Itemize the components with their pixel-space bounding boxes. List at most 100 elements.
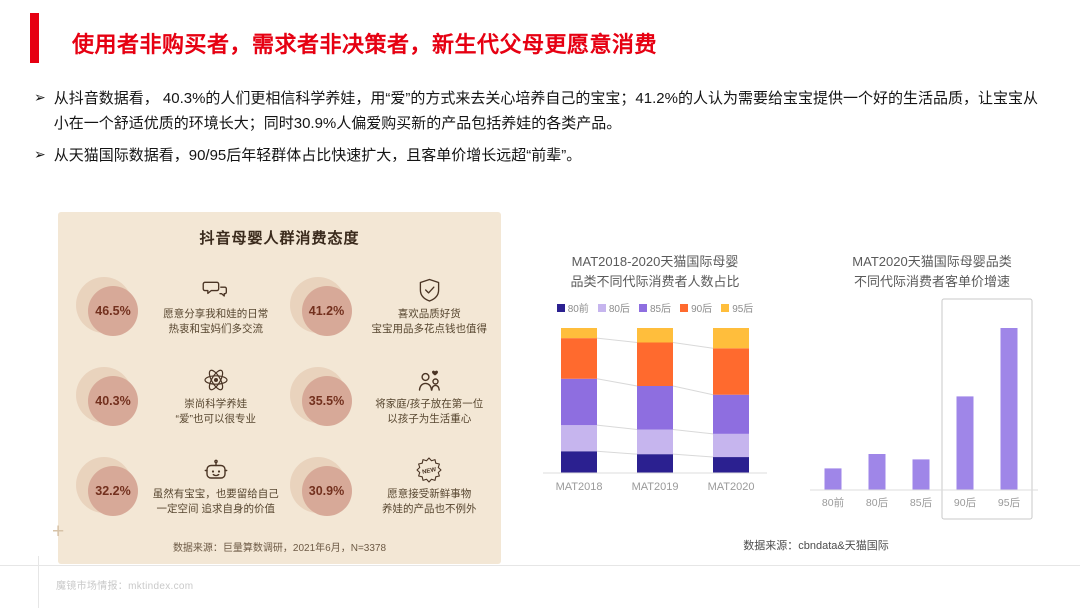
bar-segment [561,378,597,426]
stacked-legend: 80前 80后 85后 90后 95后 [519,300,791,315]
bar-segment [637,342,673,386]
legend-label: 95后 [732,304,754,315]
stacked-bar-chart: MAT2018-2020天猫国际母婴 品类不同代际消费者人数占比 80前 80后 8… [519,252,791,502]
legend-label: 85后 [649,304,672,315]
connector-line [672,342,714,349]
bullet-text: 从抖音数据看， 40.3%的人们更相信科学养娃，用“爱”的方式来去关心培养自己的… [53,90,1038,132]
stat-circle: 46.5% [76,277,140,337]
stat-caption: “爱”也可以很专业 [175,413,257,425]
legend-label: 80前 [567,304,589,315]
bar [824,468,842,490]
x-axis-label: MAT2020 [708,481,755,493]
douyin-infographic-card: 抖音母婴人群消费态度 46.5% 愿意分享我和娃的日常 热衷和宝妈们多交流 41… [58,212,501,564]
bar [868,454,886,490]
stat-caption: 一定空间 追求自身的价值 [156,503,275,515]
stat-caption: 愿意分享我和娃的日常 [163,307,269,320]
stat-caption-block: NEW 愿意接受新鲜事物 养娃的产品也不例外 [362,457,498,517]
bar-segment [637,328,673,343]
price-growth-chart-svg: 80前 80后 85后 90后 95后 [810,298,1038,520]
legend-item: 80后 [597,300,630,315]
connector-line [596,424,638,430]
infographic-item: 35.5% 将家庭/孩子放在第一位 以孩子为生活重心 [284,352,498,442]
stat-caption: 喜欢品质好货 [397,307,461,320]
bar [912,459,930,490]
connector-line [672,453,714,458]
bar-segment [637,454,673,473]
legend-swatch [556,303,565,312]
stat-caption: 宝宝用品多花点钱也值得 [371,323,488,335]
stat-percent: 35.5% [308,394,345,408]
bullet-list: ➢ 从抖音数据看， 40.3%的人们更相信科学养娃，用“爱”的方式来去关心培养自… [34,86,1048,175]
stat-caption-block: 虽然有宝宝，也要留给自己 一定空间 追求自身的价值 [148,457,284,517]
legend-label: 90后 [691,304,713,315]
legend-swatch [638,303,647,312]
robot-icon [203,457,229,484]
chat-icon [202,277,229,304]
bullet-item: ➢ 从天猫国际数据看，90/95后年轻群体占比快速扩大，且客单价增长远超“前辈”… [34,143,1048,168]
x-axis-label: 85后 [910,497,932,509]
stat-circle: 35.5% [289,367,354,427]
bar-segment [713,328,749,349]
legend-item: 80前 [556,300,589,315]
x-axis-label: 95后 [998,497,1020,509]
bar-segment [561,328,597,339]
bar-segment [561,425,597,452]
stat-percent: 40.3% [95,394,131,408]
shield-icon [418,277,441,304]
stat-caption: 以孩子为生活重心 [387,413,472,425]
legend-item: 90后 [680,300,712,315]
bar-segment [713,433,749,458]
legend-item: 95后 [721,300,753,315]
infographic-source: 数据来源：巨量算数调研，2021年6月，N=3378 [172,543,387,554]
infographic-title: 抖音母婴人群消费态度 [199,230,360,247]
stat-percent: 30.9% [308,484,345,498]
bar-segment [713,457,749,473]
x-axis-label: MAT2018 [556,481,603,493]
connector-line [672,385,714,396]
bar-segment [637,429,673,455]
bar-segment [561,451,597,473]
legend-label: 80后 [608,304,630,315]
guide-cross-icon: + [52,520,65,543]
bar-segment [561,338,597,379]
left-guide-line [38,556,39,608]
x-axis-label: MAT2019 [632,481,679,493]
x-axis-label: 80后 [866,497,888,509]
bar [1000,328,1018,490]
stat-caption: 养娃的产品也不例外 [382,503,477,515]
legend-swatch [597,303,606,312]
infographic-item: 40.3% 崇尚科学养娃 “爱”也可以很专业 [70,352,284,442]
stat-circle: 40.3% [76,367,140,427]
stat-caption: 崇尚科学养娃 [184,397,248,410]
charts-source: 数据来源：cbndata&天猫国际 [743,540,889,552]
bullet-text: 从天猫国际数据看，90/95后年轻群体占比快速扩大，且客单价增长远超“前辈”。 [53,147,582,164]
chart-title: MAT2018-2020天猫国际母婴 品类不同代际消费者人数占比 [570,254,740,289]
stat-percent: 32.2% [95,484,131,498]
stat-percent: 46.5% [95,304,131,318]
bullet-item: ➢ 从抖音数据看， 40.3%的人们更相信科学养娃，用“爱”的方式来去关心培养自… [34,86,1048,136]
stat-percent: 41.2% [308,304,345,318]
x-axis-label: 80前 [822,496,844,509]
stat-caption-block: 将家庭/孩子放在第一位 以孩子为生活重心 [362,367,498,427]
watermark: 魔镜市场情报：mktindex.com [56,581,194,592]
family-icon [416,367,442,394]
connector-line [672,429,714,435]
infographic-item: 46.5% 愿意分享我和娃的日常 热衷和宝妈们多交流 [70,262,284,352]
infographic-item: 30.9% NEW 愿意接受新鲜事物 养娃的产品也不例外 [284,442,498,532]
bar-segment [713,348,749,395]
stat-caption-block: 喜欢品质好货 宝宝用品多花点钱也值得 [362,277,498,337]
stat-caption: 将家庭/孩子放在第一位 [375,397,484,410]
bar-segment [713,394,749,434]
stat-caption: 虽然有宝宝，也要留给自己 [152,487,279,500]
chart-title: MAT2020天猫国际母婴品类 不同代际消费者客单价增速 [852,254,1012,289]
stacked-bar-chart-svg: MAT2018 MAT2019 MAT2020 [543,328,767,493]
connector-line [596,337,638,343]
legend-swatch [721,303,730,312]
stat-caption-block: 崇尚科学养娃 “爱”也可以很专业 [148,367,284,427]
title-accent-bar [30,13,39,63]
stat-caption: 愿意接受新鲜事物 [387,487,472,500]
x-axis-label: 90后 [954,497,976,509]
stat-circle: 32.2% [76,457,140,517]
stat-caption-block: 愿意分享我和娃的日常 热衷和宝妈们多交流 [148,277,284,337]
arrow-bullet-icon: ➢ [34,147,46,163]
